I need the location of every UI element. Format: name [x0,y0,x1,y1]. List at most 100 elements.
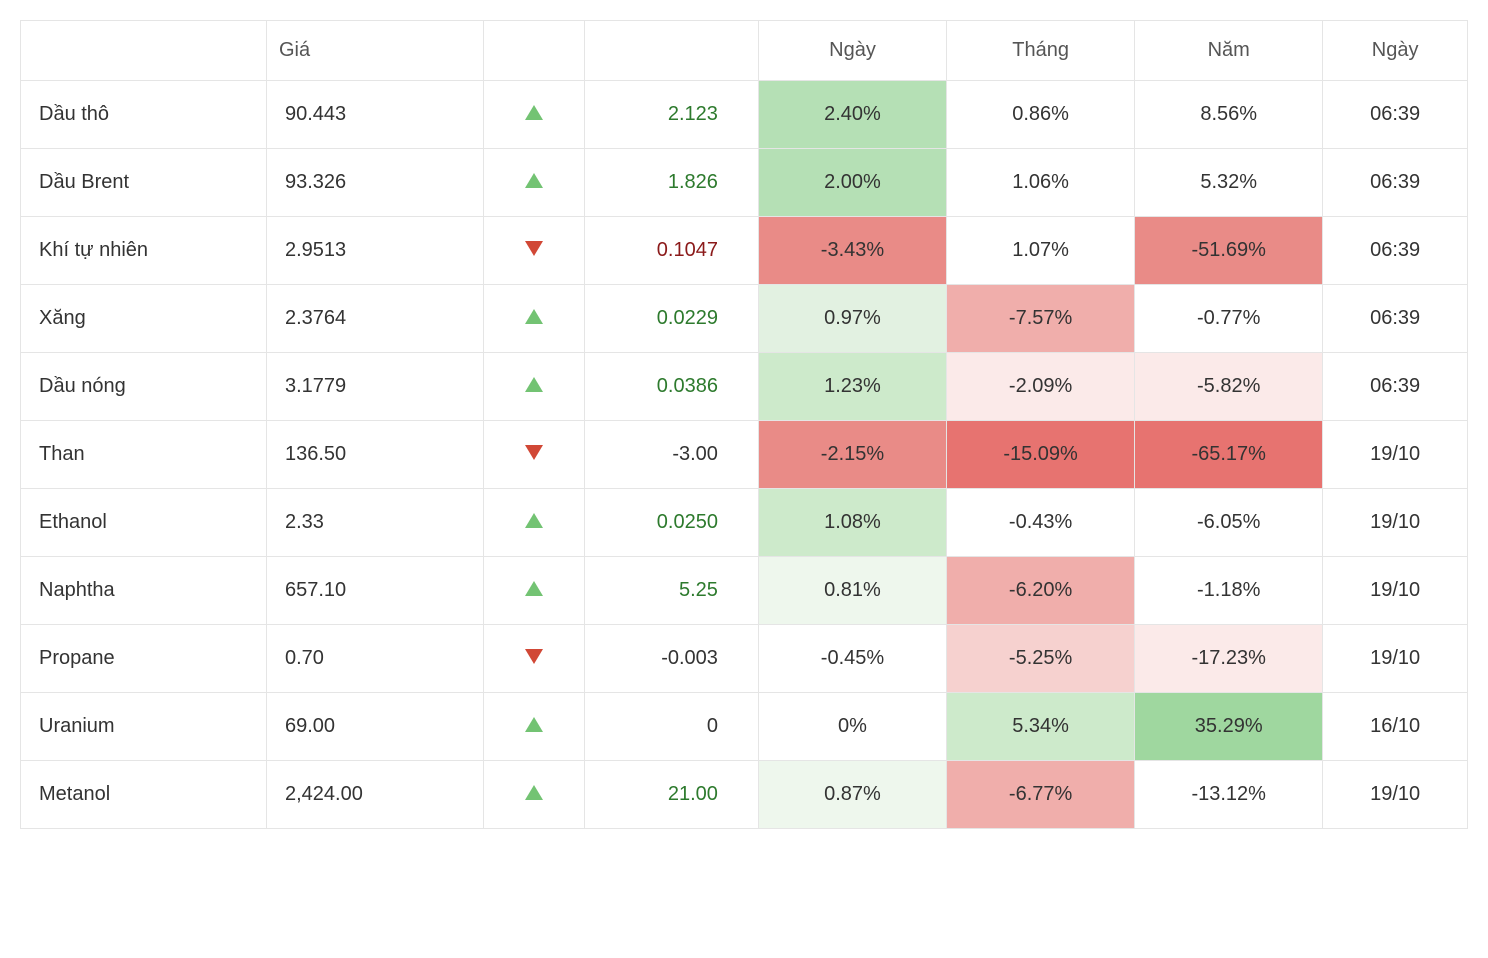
commodity-name: Khí tự nhiên [21,217,267,285]
change-value: 0.1047 [585,217,759,285]
time-value: 06:39 [1323,217,1468,285]
table-header-row: Giá Ngày Tháng Năm Ngày [21,21,1468,81]
direction-cell [484,353,585,421]
direction-cell [484,625,585,693]
price-value: 93.326 [266,149,483,217]
commodity-name: Uranium [21,693,267,761]
commodity-name: Dầu Brent [21,149,267,217]
triangle-up-icon [525,717,543,732]
month-pct: -0.43% [947,489,1135,557]
change-value: 2.123 [585,81,759,149]
time-value: 06:39 [1323,81,1468,149]
triangle-up-icon [525,581,543,596]
col-header-time: Ngày [1323,21,1468,81]
price-value: 90.443 [266,81,483,149]
time-value: 16/10 [1323,693,1468,761]
time-value: 06:39 [1323,149,1468,217]
change-value: 21.00 [585,761,759,829]
table-row[interactable]: Khí tự nhiên2.95130.1047-3.43%1.07%-51.6… [21,217,1468,285]
commodity-name: Dầu thô [21,81,267,149]
direction-cell [484,761,585,829]
day-pct: 0.81% [758,557,946,625]
col-header-price: Giá [266,21,483,81]
commodity-name: Dầu nóng [21,353,267,421]
month-pct: -6.20% [947,557,1135,625]
change-value: 0.0386 [585,353,759,421]
price-value: 2.3764 [266,285,483,353]
price-value: 2.9513 [266,217,483,285]
change-value: 0.0250 [585,489,759,557]
commodity-name: Ethanol [21,489,267,557]
table-row[interactable]: Ethanol2.330.02501.08%-0.43%-6.05%19/10 [21,489,1468,557]
year-pct: -6.05% [1135,489,1323,557]
commodity-name: Propane [21,625,267,693]
day-pct: 2.00% [758,149,946,217]
direction-cell [484,557,585,625]
month-pct: 0.86% [947,81,1135,149]
month-pct: -6.77% [947,761,1135,829]
price-value: 136.50 [266,421,483,489]
triangle-up-icon [525,513,543,528]
table-row[interactable]: Dầu nóng3.17790.03861.23%-2.09%-5.82%06:… [21,353,1468,421]
time-value: 06:39 [1323,353,1468,421]
month-pct: -2.09% [947,353,1135,421]
col-header-year-pct: Năm [1135,21,1323,81]
month-pct: -7.57% [947,285,1135,353]
price-value: 657.10 [266,557,483,625]
change-value: 0.0229 [585,285,759,353]
table-row[interactable]: Dầu thô90.4432.1232.40%0.86%8.56%06:39 [21,81,1468,149]
time-value: 19/10 [1323,557,1468,625]
table-row[interactable]: Metanol2,424.0021.000.87%-6.77%-13.12%19… [21,761,1468,829]
commodity-name: Than [21,421,267,489]
table-row[interactable]: Naphtha657.105.250.81%-6.20%-1.18%19/10 [21,557,1468,625]
table-row[interactable]: Propane0.70-0.003-0.45%-5.25%-17.23%19/1… [21,625,1468,693]
table-row[interactable]: Xăng2.37640.02290.97%-7.57%-0.77%06:39 [21,285,1468,353]
year-pct: 8.56% [1135,81,1323,149]
table-row[interactable]: Dầu Brent93.3261.8262.00%1.06%5.32%06:39 [21,149,1468,217]
table-row[interactable]: Uranium69.0000%5.34%35.29%16/10 [21,693,1468,761]
time-value: 19/10 [1323,761,1468,829]
triangle-up-icon [525,105,543,120]
year-pct: -0.77% [1135,285,1323,353]
triangle-down-icon [525,649,543,664]
day-pct: 0% [758,693,946,761]
year-pct: -17.23% [1135,625,1323,693]
time-value: 19/10 [1323,625,1468,693]
change-value: 5.25 [585,557,759,625]
col-header-month-pct: Tháng [947,21,1135,81]
day-pct: 0.87% [758,761,946,829]
col-header-direction [484,21,585,81]
day-pct: -2.15% [758,421,946,489]
direction-cell [484,489,585,557]
col-header-day-pct: Ngày [758,21,946,81]
triangle-up-icon [525,173,543,188]
year-pct: -13.12% [1135,761,1323,829]
triangle-up-icon [525,309,543,324]
change-value: -3.00 [585,421,759,489]
year-pct: -65.17% [1135,421,1323,489]
month-pct: -15.09% [947,421,1135,489]
month-pct: 1.06% [947,149,1135,217]
commodities-table: Giá Ngày Tháng Năm Ngày Dầu thô90.443 2.1… [20,20,1468,829]
direction-cell [484,693,585,761]
table-body: Dầu thô90.4432.1232.40%0.86%8.56%06:39Dầ… [21,81,1468,829]
day-pct: -3.43% [758,217,946,285]
direction-cell [484,421,585,489]
triangle-down-icon [525,241,543,256]
change-value: -0.003 [585,625,759,693]
price-value: 2.33 [266,489,483,557]
price-value: 0.70 [266,625,483,693]
triangle-up-icon [525,785,543,800]
table-row[interactable]: Than136.50 -3.00-2.15%-15.09%-65.17%19/10 [21,421,1468,489]
time-value: 19/10 [1323,421,1468,489]
month-pct: 5.34% [947,693,1135,761]
day-pct: 1.08% [758,489,946,557]
year-pct: 35.29% [1135,693,1323,761]
price-value: 2,424.00 [266,761,483,829]
direction-cell [484,149,585,217]
day-pct: 1.23% [758,353,946,421]
change-value: 0 [585,693,759,761]
direction-cell [484,217,585,285]
time-value: 06:39 [1323,285,1468,353]
direction-cell [484,81,585,149]
